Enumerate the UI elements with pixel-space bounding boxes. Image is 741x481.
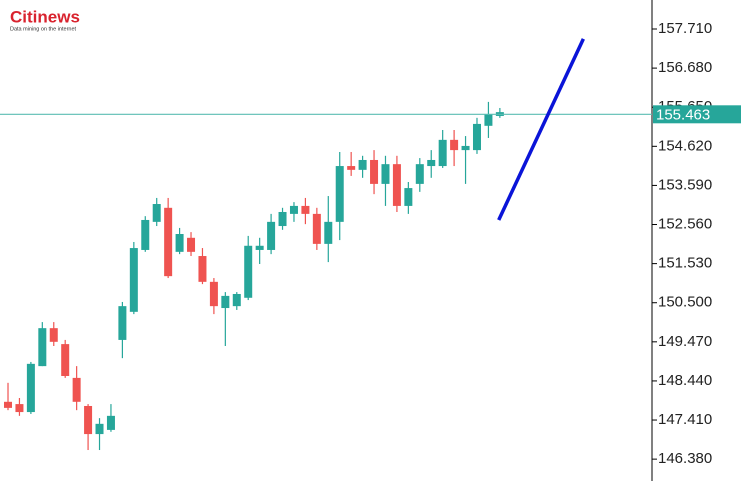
candle-body bbox=[72, 377, 81, 402]
candle-body bbox=[221, 295, 230, 309]
candle-body bbox=[49, 328, 58, 342]
candle-body bbox=[106, 415, 115, 430]
candle-body bbox=[335, 166, 344, 222]
price-label: 155.463 bbox=[656, 106, 710, 123]
candle-body bbox=[164, 207, 173, 277]
candle-body bbox=[95, 423, 104, 435]
price-label-box bbox=[653, 105, 741, 124]
candle-body bbox=[324, 221, 333, 244]
candle-body bbox=[312, 213, 321, 244]
candle-body bbox=[267, 221, 276, 250]
y-tick-label: 151.530 bbox=[658, 255, 712, 272]
candle-body bbox=[278, 211, 287, 227]
candle-body bbox=[301, 205, 310, 214]
candle-body bbox=[461, 145, 470, 151]
y-tick-label: 150.500 bbox=[658, 294, 712, 311]
candle-body bbox=[187, 237, 196, 252]
candle-body bbox=[450, 139, 459, 151]
candle-body bbox=[244, 245, 253, 298]
candle-body bbox=[152, 204, 161, 222]
logo-brand: Citinews bbox=[10, 7, 80, 26]
candle-body bbox=[484, 114, 493, 126]
y-tick-label: 149.470 bbox=[658, 333, 712, 350]
y-tick-label: 152.560 bbox=[658, 215, 712, 232]
candle-body bbox=[15, 404, 24, 413]
logo: Citinews Data mining on the internet bbox=[10, 7, 80, 32]
candle-body bbox=[118, 306, 127, 340]
candle-body bbox=[289, 205, 298, 214]
candle-body bbox=[175, 234, 184, 252]
candle-body bbox=[141, 219, 150, 250]
candle-body bbox=[472, 123, 481, 151]
candle-body bbox=[438, 139, 447, 167]
candle-body bbox=[370, 159, 379, 184]
candle-body bbox=[404, 188, 413, 206]
y-tick-label: 153.590 bbox=[658, 176, 712, 193]
candle-body bbox=[392, 164, 401, 206]
candle-body bbox=[347, 166, 356, 170]
candle-body bbox=[61, 344, 70, 376]
candle-body bbox=[4, 401, 13, 408]
candle-body bbox=[209, 281, 218, 307]
candle-body bbox=[415, 164, 424, 184]
candle-body bbox=[427, 159, 436, 167]
candle-body bbox=[232, 293, 241, 307]
y-tick-label: 147.410 bbox=[658, 411, 712, 428]
y-tick-label: 157.710 bbox=[658, 20, 712, 37]
candle-body bbox=[358, 159, 367, 170]
logo-tagline: Data mining on the internet bbox=[10, 26, 77, 32]
candle-body bbox=[84, 405, 93, 435]
candle-body bbox=[255, 245, 264, 250]
candle-body bbox=[129, 248, 138, 312]
candle-body bbox=[26, 363, 35, 413]
y-tick-label: 146.380 bbox=[658, 450, 712, 467]
candle-body bbox=[381, 164, 390, 184]
candle-body bbox=[198, 256, 207, 282]
y-tick-label: 154.620 bbox=[658, 137, 712, 154]
candle-body bbox=[38, 328, 47, 367]
y-tick-label: 156.680 bbox=[658, 59, 712, 76]
trend-line bbox=[497, 38, 585, 221]
y-tick-label: 148.440 bbox=[658, 372, 712, 389]
